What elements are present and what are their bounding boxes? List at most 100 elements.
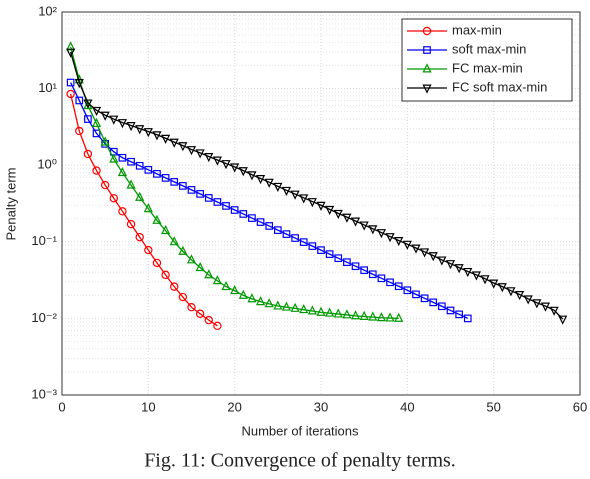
- marker: [420, 294, 429, 303]
- marker: [126, 219, 136, 229]
- x-tick-label: 20: [227, 399, 241, 414]
- marker: [152, 258, 162, 268]
- marker: [152, 214, 162, 224]
- legend-marker: [423, 46, 431, 54]
- legend-label: max-min: [452, 22, 502, 37]
- marker: [290, 302, 300, 312]
- marker: [368, 225, 378, 235]
- marker: [127, 157, 135, 166]
- marker: [429, 298, 438, 307]
- marker: [66, 48, 76, 58]
- marker: [170, 178, 179, 186]
- marker: [100, 111, 110, 121]
- marker: [351, 262, 360, 271]
- marker: [307, 305, 317, 315]
- marker: [143, 203, 153, 213]
- series-line: [70, 93, 218, 327]
- marker: [256, 218, 265, 226]
- marker: [265, 222, 274, 230]
- marker: [281, 301, 292, 311]
- marker: [471, 271, 481, 281]
- marker: [255, 296, 266, 306]
- marker: [403, 286, 412, 295]
- marker: [359, 221, 369, 231]
- marker: [109, 194, 119, 203]
- x-tick-label: 60: [573, 399, 587, 414]
- marker: [248, 214, 256, 222]
- marker: [359, 310, 369, 320]
- marker: [377, 274, 386, 283]
- marker: [66, 89, 75, 99]
- marker: [178, 142, 188, 152]
- marker: [152, 131, 162, 141]
- series-line: [70, 46, 399, 320]
- marker: [291, 234, 299, 242]
- marker: [342, 309, 352, 319]
- marker: [368, 270, 377, 279]
- marker: [385, 233, 395, 243]
- marker: [317, 246, 325, 254]
- marker: [212, 156, 222, 166]
- marker: [316, 201, 326, 211]
- marker: [75, 126, 84, 136]
- marker: [221, 280, 231, 291]
- marker: [91, 117, 102, 128]
- y-tick-label: 10⁻²: [31, 310, 57, 325]
- marker: [463, 267, 473, 278]
- y-axis-label: Penalty term: [3, 168, 18, 241]
- marker: [213, 198, 222, 206]
- caption: Fig. 11: Convergence of penalty terms.: [144, 450, 456, 472]
- marker: [446, 306, 455, 315]
- marker: [204, 269, 214, 279]
- y-tick-label: 10⁻¹: [31, 233, 57, 248]
- marker: [264, 178, 274, 188]
- marker: [428, 252, 438, 262]
- marker: [455, 310, 463, 319]
- marker: [161, 134, 171, 144]
- marker: [230, 206, 239, 214]
- marker: [230, 163, 240, 173]
- marker: [437, 256, 447, 266]
- marker: [454, 264, 464, 274]
- x-tick-label: 40: [400, 399, 414, 414]
- marker: [126, 122, 136, 132]
- legend-label: soft max-min: [452, 41, 526, 56]
- marker: [187, 186, 196, 194]
- marker: [135, 232, 144, 242]
- marker: [360, 266, 369, 275]
- x-tick-label: 10: [141, 399, 155, 414]
- marker: [273, 182, 283, 192]
- marker: [83, 149, 93, 159]
- marker: [187, 303, 196, 312]
- marker: [376, 229, 387, 239]
- marker: [186, 254, 197, 264]
- marker: [195, 309, 205, 318]
- marker: [540, 302, 551, 312]
- legend-marker: [422, 84, 432, 94]
- marker: [100, 180, 110, 190]
- marker: [282, 230, 291, 238]
- marker: [238, 167, 248, 177]
- marker: [239, 210, 248, 218]
- marker: [480, 275, 490, 285]
- marker: [325, 307, 335, 317]
- marker: [334, 254, 343, 263]
- y-tick-label: 10⁰: [37, 157, 57, 172]
- marker: [221, 160, 231, 170]
- marker: [178, 292, 188, 302]
- marker: [255, 175, 266, 185]
- marker: [394, 312, 404, 322]
- marker: [161, 270, 170, 280]
- y-tick-label: 10⁻³: [31, 386, 57, 401]
- x-tick-label: 50: [486, 399, 500, 414]
- legend-label: FC max-min: [452, 60, 523, 75]
- y-tick-label: 10²: [38, 3, 57, 18]
- marker: [92, 166, 101, 175]
- marker: [109, 115, 119, 125]
- marker: [299, 304, 309, 314]
- marker: [438, 302, 446, 311]
- marker: [333, 209, 343, 220]
- marker: [514, 291, 525, 301]
- marker: [92, 129, 101, 138]
